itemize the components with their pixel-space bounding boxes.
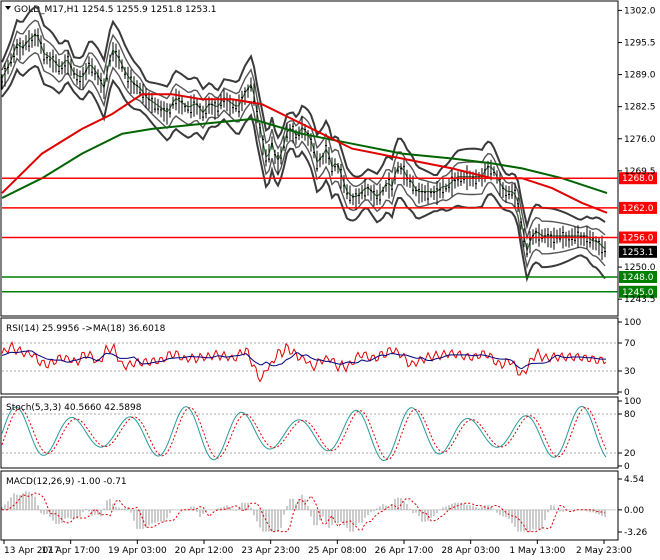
bollinger-middle bbox=[1, 34, 606, 253]
time-tick-label: 25 Apr 08:00 bbox=[308, 546, 367, 556]
level-label: 1268.0 bbox=[622, 174, 654, 184]
level-label: 1256.0 bbox=[622, 234, 654, 244]
rsi-tick-label: 0 bbox=[624, 388, 630, 398]
macd-tick-label: 0.00 bbox=[624, 506, 644, 516]
macd-panel-frame bbox=[0, 470, 619, 541]
time-tick-label: 28 Apr 03:00 bbox=[441, 546, 500, 556]
price-tick-label: 1250.0 bbox=[624, 263, 656, 273]
rsi-tick-label: 70 bbox=[624, 339, 636, 349]
level-label: 1245.0 bbox=[622, 288, 654, 298]
macd-signal-line bbox=[2, 492, 606, 533]
time-tick-label: 23 Apr 23:00 bbox=[241, 546, 300, 556]
macd-tick-label: 4.54 bbox=[624, 475, 644, 485]
price-tick-label: 1276.0 bbox=[624, 135, 656, 145]
bollinger-lower-1 bbox=[1, 51, 606, 270]
level-label: 1262.0 bbox=[622, 204, 654, 214]
time-tick-label: 13 Apr 2017 bbox=[4, 546, 60, 556]
price-tick-label: 1289.0 bbox=[624, 71, 656, 81]
level-tag bbox=[619, 201, 657, 214]
price-tick-label: 1282.5 bbox=[624, 103, 656, 113]
price-tick-label: 1302.0 bbox=[624, 6, 656, 16]
ma-red-line bbox=[1, 93, 608, 214]
time-tick-label: 20 Apr 12:00 bbox=[175, 546, 234, 556]
macd-tick-label: -3.26 bbox=[624, 528, 648, 538]
price-tick-label: 1269.5 bbox=[624, 167, 656, 177]
level-tag bbox=[619, 172, 657, 185]
rsi-line bbox=[1, 341, 607, 383]
ma-green-line bbox=[1, 117, 608, 199]
price-tick-label: 1295.5 bbox=[624, 38, 656, 48]
level-label: 1248.0 bbox=[622, 273, 654, 283]
stoch-panel-frame bbox=[0, 396, 619, 469]
stoch-tick-label: 0 bbox=[624, 462, 630, 472]
price-series bbox=[1, 5, 608, 283]
stochastic-indicator: 100 80 20 0 bbox=[1, 397, 641, 472]
macd-label: MACD(12,26,9) -1.00 -0.71 bbox=[6, 477, 127, 487]
stoch-tick-label: 100 bbox=[624, 397, 641, 407]
rsi-ma-line bbox=[1, 350, 606, 370]
level-tag bbox=[619, 285, 657, 298]
rsi-label: RSI(14) 25.9956 ->MA(18) 36.6018 bbox=[6, 324, 166, 334]
time-tick-label: 26 Apr 17:00 bbox=[375, 546, 434, 556]
stoch-tick-label: 20 bbox=[624, 449, 636, 459]
stoch-tick-label: 80 bbox=[624, 410, 636, 420]
rsi-tick-label: 100 bbox=[624, 318, 641, 328]
time-tick-label: 1 May 13:00 bbox=[509, 546, 565, 556]
rsi-indicator: 100 70 30 0 bbox=[1, 318, 641, 398]
time-tick-label: 2 May 23:00 bbox=[576, 546, 632, 556]
rsi-panel-frame bbox=[0, 317, 619, 395]
price-tick-label: 1243.5 bbox=[624, 295, 656, 305]
stoch-label: Stoch(5,3,3) 40.5660 42.5898 bbox=[6, 403, 142, 413]
level-lines: 1268.0 1262.0 1256.0 1248.0 1245.0 bbox=[2, 172, 657, 298]
macd-indicator: 4.54 0.00 -3.26 bbox=[1, 475, 648, 538]
current-price-label: 1253.1 bbox=[622, 248, 654, 258]
stoch-d-line bbox=[1, 406, 607, 460]
bollinger-lower-0 bbox=[1, 64, 606, 283]
time-tick-label: 17 Apr 17:00 bbox=[41, 546, 100, 556]
price-axis: 1302.0 1295.5 1289.0 1282.5 1276.0 1269.5 1250… bbox=[618, 6, 657, 305]
level-tag bbox=[619, 271, 657, 283]
rsi-tick-label: 30 bbox=[624, 367, 636, 377]
time-tick-label: 19 Apr 03:00 bbox=[108, 546, 167, 556]
current-price-tag bbox=[619, 245, 657, 258]
chart-title: GOLD_M17,H1 1254.5 1255.9 1251.8 1253.1 bbox=[14, 5, 216, 15]
bollinger-upper-0 bbox=[1, 5, 606, 230]
stoch-k-line bbox=[1, 405, 607, 462]
dropdown-triangle-icon[interactable] bbox=[5, 6, 11, 10]
bollinger-upper-1 bbox=[1, 19, 606, 241]
price-panel-frame bbox=[0, 0, 619, 317]
level-tag bbox=[619, 231, 657, 244]
